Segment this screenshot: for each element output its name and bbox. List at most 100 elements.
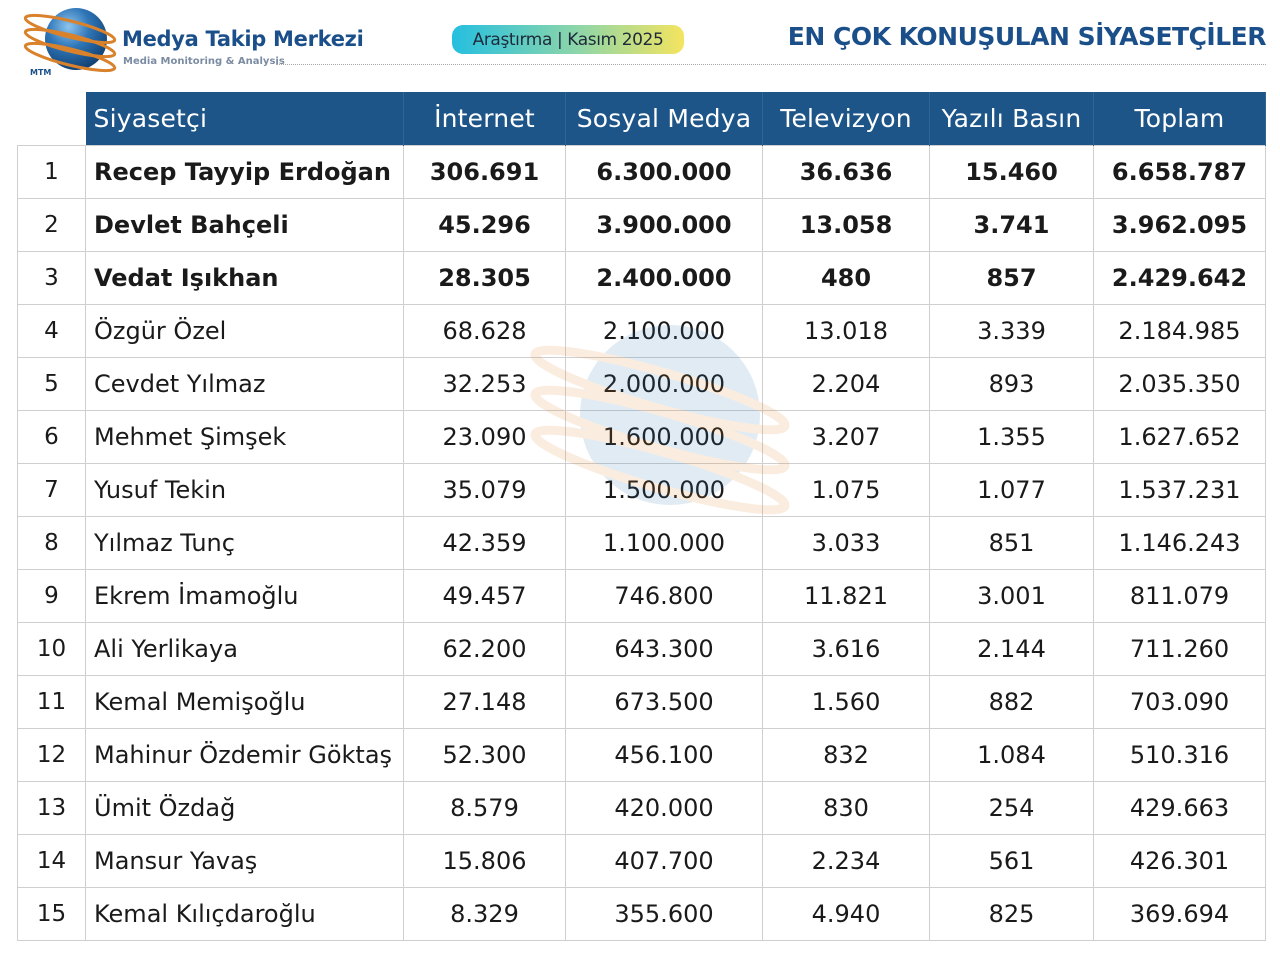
politician-name-cell: Mehmet Şimşek [85,409,404,464]
politician-name-cell: Cevdet Yılmaz [85,356,404,411]
television-cell: 3.207 [762,409,930,464]
print-press-cell: 825 [929,886,1094,941]
internet-cell: 42.359 [403,515,566,570]
report-header: MTM Medya Takip Merkezi Media Monitoring… [0,0,1280,85]
page-title: EN ÇOK KONUŞULAN SİYASETÇİLER [787,22,1267,51]
total-cell: 429.663 [1093,780,1266,835]
social-media-cell: 643.300 [565,621,763,676]
print-press-cell: 254 [929,780,1094,835]
politician-name-cell: Devlet Bahçeli [85,197,404,252]
social-media-cell: 420.000 [565,780,763,835]
total-cell: 3.962.095 [1093,197,1266,252]
rank-cell: 6 [17,409,86,464]
rank-cell: 13 [17,780,86,835]
print-press-cell: 1.077 [929,462,1094,517]
mtm-globe-logo-icon: MTM [23,8,117,77]
print-press-cell: 15.460 [929,144,1094,199]
table-row: 13 Ümit Özdağ 8.579 420.000 830 254 429.663 [17,780,1266,835]
television-cell: 830 [762,780,930,835]
politician-name-cell: Mahinur Özdemir Göktaş [85,727,404,782]
internet-cell: 62.200 [403,621,566,676]
print-press-cell: 3.741 [929,197,1094,252]
total-cell: 1.146.243 [1093,515,1266,570]
table-row: 8 Yılmaz Tunç 42.359 1.100.000 3.033 851 1.146… [17,515,1266,570]
column-header-internet: İnternet [403,92,566,145]
total-cell: 2.035.350 [1093,356,1266,411]
social-media-cell: 355.600 [565,886,763,941]
social-media-cell: 3.900.000 [565,197,763,252]
brand-subtitle: Media Monitoring & Analysis [123,56,285,67]
television-cell: 36.636 [762,144,930,199]
table-row: 15 Kemal Kılıçdaroğlu 8.329 355.600 4.940 825… [17,886,1266,941]
politician-name-cell: Yusuf Tekin [85,462,404,517]
total-cell: 2.184.985 [1093,303,1266,358]
rank-cell: 14 [17,833,86,888]
social-media-cell: 2.000.000 [565,356,763,411]
television-cell: 2.204 [762,356,930,411]
table-row: 2 Devlet Bahçeli 45.296 3.900.000 13.058 3.74… [17,197,1266,252]
politician-name-cell: Vedat Işıkhan [85,250,404,305]
table-row: 12 Mahinur Özdemir Göktaş 52.300 456.100 832… [17,727,1266,782]
politician-name-cell: Kemal Memişoğlu [85,674,404,729]
rank-cell: 11 [17,674,86,729]
politician-name-cell: Mansur Yavaş [85,833,404,888]
social-media-cell: 1.600.000 [565,409,763,464]
politician-name-cell: Kemal Kılıçdaroğlu [85,886,404,941]
television-cell: 3.616 [762,621,930,676]
social-media-cell: 6.300.000 [565,144,763,199]
column-header-social-media: Sosyal Medya [565,92,763,145]
print-press-cell: 851 [929,515,1094,570]
column-header-politician: Siyasetçi [85,92,404,145]
internet-cell: 32.253 [403,356,566,411]
politician-name-cell: Recep Tayyip Erdoğan [85,144,404,199]
social-media-cell: 456.100 [565,727,763,782]
print-press-cell: 893 [929,356,1094,411]
rank-cell: 8 [17,515,86,570]
politician-name-cell: Ekrem İmamoğlu [85,568,404,623]
table-row: 3 Vedat Işıkhan 28.305 2.400.000 480 857 2.429… [17,250,1266,305]
table-row: 4 Özgür Özel 68.628 2.100.000 13.018 3.339 2.1… [17,303,1266,358]
rank-cell: 4 [17,303,86,358]
internet-cell: 35.079 [403,462,566,517]
research-date-badge: Araştırma | Kasım 2025 [452,25,684,54]
table-row: 6 Mehmet Şimşek 23.090 1.600.000 3.207 1.355 1… [17,409,1266,464]
svg-text:MTM: MTM [30,68,51,77]
total-cell: 703.090 [1093,674,1266,729]
table-row: 5 Cevdet Yılmaz 32.253 2.000.000 2.204 893 2.0… [17,356,1266,411]
column-header-rank [17,92,86,145]
politicians-ranking-table: Siyasetçi İnternet Sosyal Medya Televizy… [17,92,1266,941]
total-cell: 811.079 [1093,568,1266,623]
social-media-cell: 1.500.000 [565,462,763,517]
television-cell: 1.075 [762,462,930,517]
table-row: 14 Mansur Yavaş 15.806 407.700 2.234 561 426.3… [17,833,1266,888]
table-row: 7 Yusuf Tekin 35.079 1.500.000 1.075 1.077 1.5… [17,462,1266,517]
internet-cell: 52.300 [403,727,566,782]
internet-cell: 8.329 [403,886,566,941]
rank-cell: 12 [17,727,86,782]
internet-cell: 15.806 [403,833,566,888]
header-divider [276,64,1266,65]
politician-name-cell: Ali Yerlikaya [85,621,404,676]
rank-cell: 5 [17,356,86,411]
column-header-print-press: Yazılı Basın [929,92,1094,145]
social-media-cell: 2.400.000 [565,250,763,305]
column-header-television: Televizyon [762,92,930,145]
internet-cell: 306.691 [403,144,566,199]
social-media-cell: 673.500 [565,674,763,729]
internet-cell: 28.305 [403,250,566,305]
politician-name-cell: Ümit Özdağ [85,780,404,835]
total-cell: 6.658.787 [1093,144,1266,199]
table-row: 10 Ali Yerlikaya 62.200 643.300 3.616 2.144 71… [17,621,1266,676]
total-cell: 510.316 [1093,727,1266,782]
print-press-cell: 3.001 [929,568,1094,623]
column-header-total: Toplam [1093,92,1266,145]
television-cell: 13.018 [762,303,930,358]
total-cell: 1.537.231 [1093,462,1266,517]
internet-cell: 8.579 [403,780,566,835]
social-media-cell: 2.100.000 [565,303,763,358]
rank-cell: 15 [17,886,86,941]
television-cell: 4.940 [762,886,930,941]
politician-name-cell: Özgür Özel [85,303,404,358]
internet-cell: 23.090 [403,409,566,464]
total-cell: 426.301 [1093,833,1266,888]
